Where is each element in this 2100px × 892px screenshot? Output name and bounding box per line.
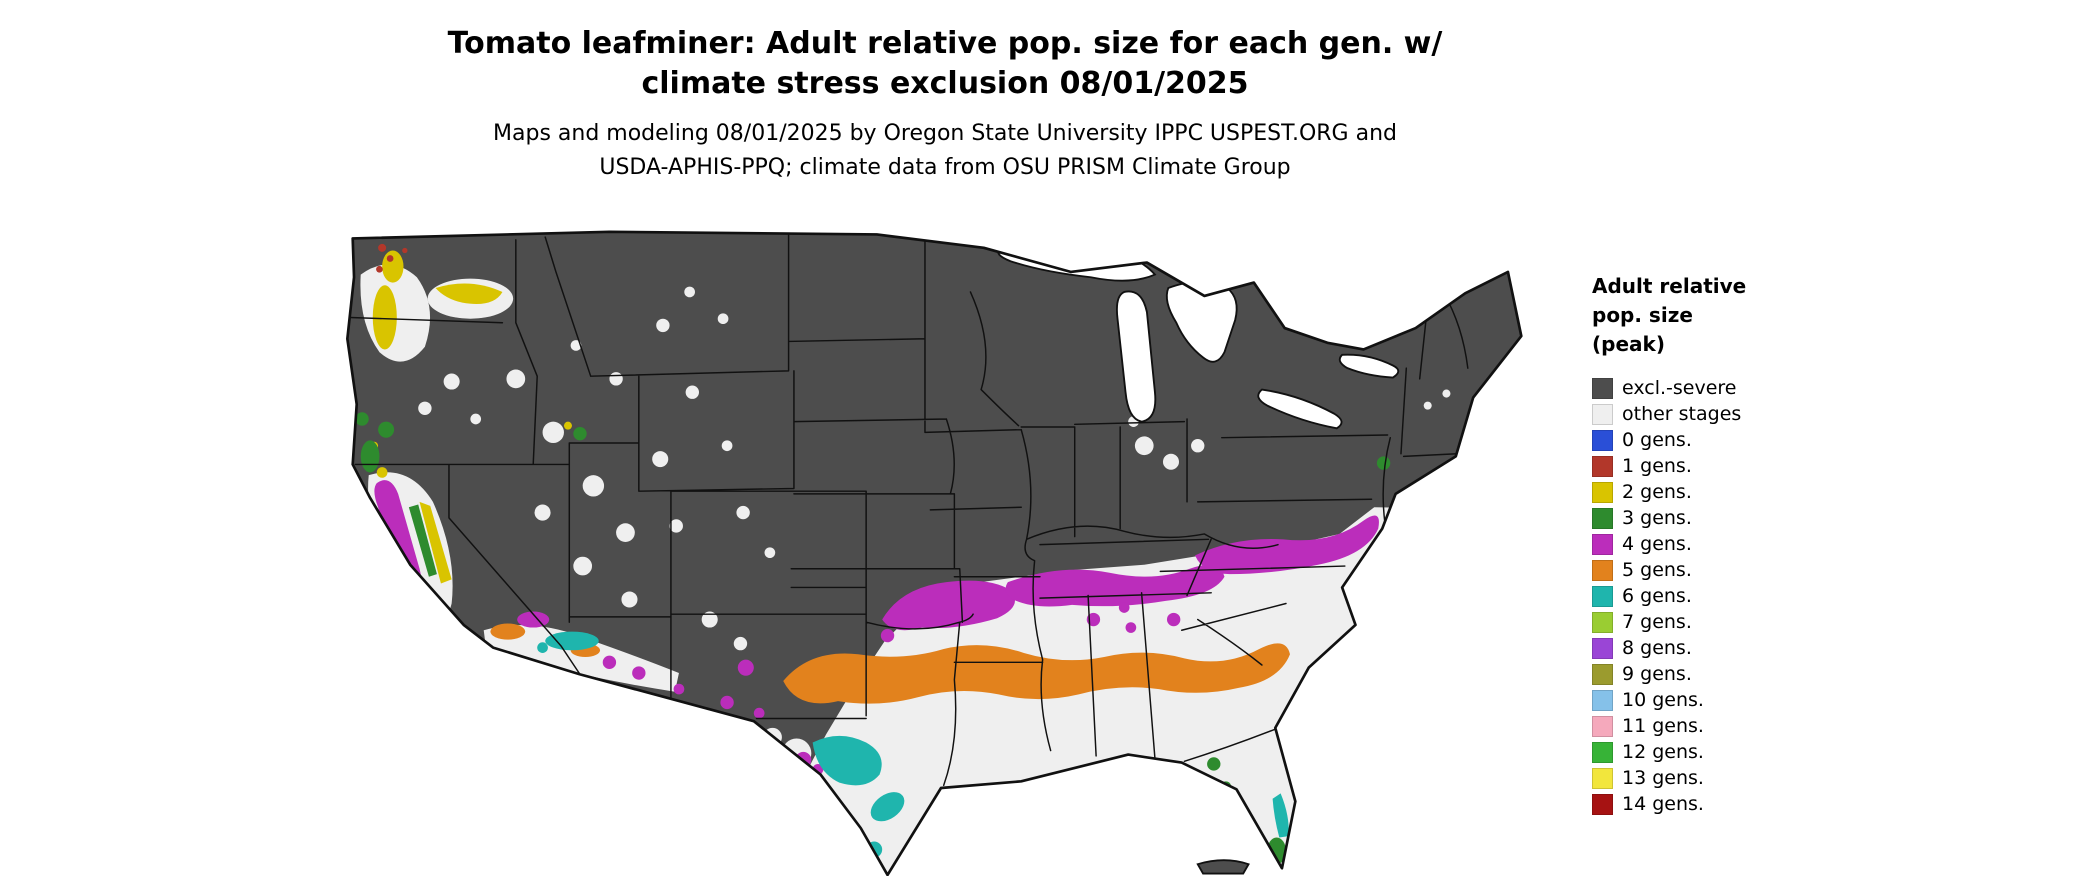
legend-item-12-gens: 12 gens. <box>1592 739 1822 765</box>
legend-label-9-gens: 9 gens. <box>1622 663 1692 685</box>
page-title-line-2: climate stress exclusion 08/01/2025 <box>641 66 1249 101</box>
legend-label-0-gens: 0 gens. <box>1622 429 1692 451</box>
legend-label-4-gens: 4 gens. <box>1622 533 1692 555</box>
legend-swatch-4-gens <box>1592 533 1613 555</box>
legend-title-line-1: Adult relative <box>1592 274 1747 298</box>
lake-michigan <box>1115 290 1157 423</box>
legend-item-1-gens: 1 gens. <box>1592 453 1822 479</box>
lake-erie <box>1257 388 1343 430</box>
legend-swatch-14-gens <box>1592 793 1613 815</box>
legend-item-5-gens: 5 gens. <box>1592 557 1822 583</box>
legend-swatch-9-gens <box>1592 663 1613 685</box>
legend-swatch-11-gens <box>1592 715 1613 737</box>
legend-label-10-gens: 10 gens. <box>1622 689 1704 711</box>
title-block: Tomato leafminer: Adult relative pop. si… <box>0 24 1890 185</box>
legend-item-10-gens: 10 gens. <box>1592 687 1822 713</box>
legend-item-4-gens: 4 gens. <box>1592 531 1822 557</box>
subtitle-line-2: USDA-APHIS-PPQ; climate data from OSU PR… <box>599 155 1291 180</box>
legend-item-9-gens: 9 gens. <box>1592 661 1822 687</box>
legend-item-8-gens: 8 gens. <box>1592 635 1822 661</box>
legend-item-11-gens: 11 gens. <box>1592 713 1822 739</box>
legend-swatch-12-gens <box>1592 741 1613 763</box>
us-map <box>342 216 1532 876</box>
legend-label-1-gens: 1 gens. <box>1622 455 1692 477</box>
legend-item-other-stages: other stages <box>1592 401 1822 427</box>
legend-swatch-2-gens <box>1592 481 1613 503</box>
legend-swatch-5-gens <box>1592 559 1613 581</box>
legend-items: excl.-severe other stages 0 gens. 1 gens… <box>1592 375 1822 817</box>
layer-2-gens <box>370 250 572 584</box>
page-title-line-1: Tomato leafminer: Adult relative pop. si… <box>447 26 1443 61</box>
lake-ontario <box>1338 353 1400 379</box>
legend-swatch-6-gens <box>1592 585 1613 607</box>
bottom-edge-land-fragment <box>1196 859 1250 875</box>
legend-title-line-2: pop. size <box>1592 303 1693 327</box>
map-legend: Adult relative pop. size (peak) excl.-se… <box>1592 272 1822 817</box>
legend-swatch-excl-severe <box>1592 377 1613 399</box>
legend-item-14-gens: 14 gens. <box>1592 791 1822 817</box>
legend-item-13-gens: 13 gens. <box>1592 765 1822 791</box>
legend-swatch-10-gens <box>1592 689 1613 711</box>
legend-swatch-3-gens <box>1592 507 1613 529</box>
legend-label-12-gens: 12 gens. <box>1622 741 1704 763</box>
legend-swatch-0-gens <box>1592 429 1613 451</box>
subtitle-line-1: Maps and modeling 08/01/2025 by Oregon S… <box>493 121 1397 146</box>
legend-label-3-gens: 3 gens. <box>1622 507 1692 529</box>
us-map-svg <box>346 230 1523 876</box>
legend-title-line-3: (peak) <box>1592 332 1665 356</box>
state-borders <box>347 233 1469 787</box>
legend-label-13-gens: 13 gens. <box>1622 767 1704 789</box>
legend-swatch-1-gens <box>1592 455 1613 477</box>
legend-label-5-gens: 5 gens. <box>1622 559 1692 581</box>
legend-item-2-gens: 2 gens. <box>1592 479 1822 505</box>
legend-swatch-7-gens <box>1592 611 1613 633</box>
legend-label-8-gens: 8 gens. <box>1622 637 1692 659</box>
legend-item-excl-severe: excl.-severe <box>1592 375 1822 401</box>
legend-item-7-gens: 7 gens. <box>1592 609 1822 635</box>
legend-item-3-gens: 3 gens. <box>1592 505 1822 531</box>
legend-label-14-gens: 14 gens. <box>1622 793 1704 815</box>
legend-label-other-stages: other stages <box>1622 403 1742 425</box>
legend-item-0-gens: 0 gens. <box>1592 427 1822 453</box>
legend-label-11-gens: 11 gens. <box>1622 715 1704 737</box>
legend-label-7-gens: 7 gens. <box>1622 611 1692 633</box>
layer-4-gens <box>374 480 1379 775</box>
legend-label-excl-severe: excl.-severe <box>1622 377 1737 399</box>
layer-5-gens <box>490 623 1290 704</box>
legend-item-6-gens: 6 gens. <box>1592 583 1822 609</box>
legend-label-6-gens: 6 gens. <box>1622 585 1692 607</box>
subtitle-block: Maps and modeling 08/01/2025 by Oregon S… <box>0 117 1890 185</box>
legend-swatch-other-stages <box>1592 403 1613 425</box>
legend-swatch-8-gens <box>1592 637 1613 659</box>
layer-1-gens <box>376 243 408 273</box>
us-outline <box>346 230 1523 876</box>
legend-swatch-13-gens <box>1592 767 1613 789</box>
layer-excl-severe <box>347 231 1522 766</box>
legend-label-2-gens: 2 gens. <box>1622 481 1692 503</box>
